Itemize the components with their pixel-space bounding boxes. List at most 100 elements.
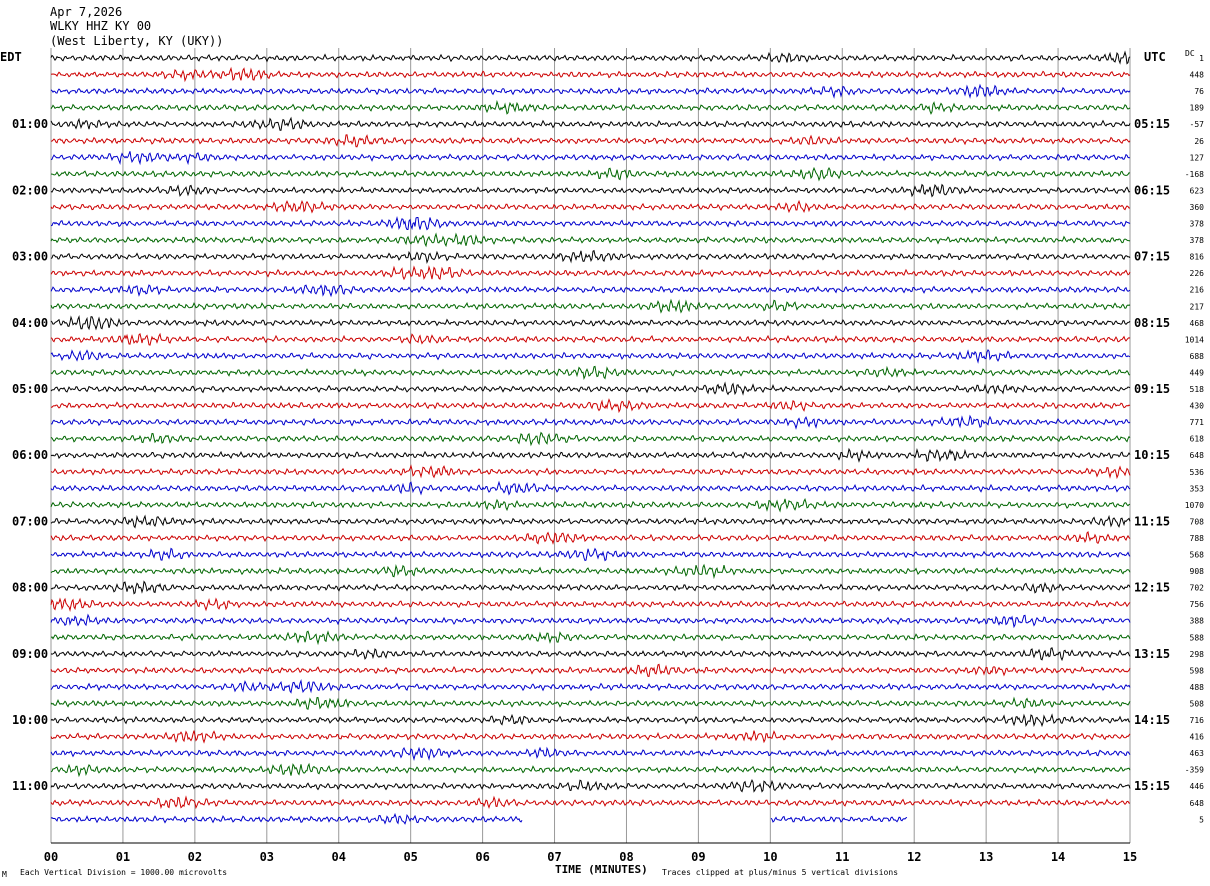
seismic-traces <box>50 50 1131 825</box>
dc-offset-label: 446 <box>1190 782 1205 791</box>
header-location: (West Liberty, KY (UKY)) <box>50 34 223 48</box>
trace-row-1 <box>50 66 1131 83</box>
left-hour-label: 07:00 <box>12 514 48 528</box>
dc-offset-label: 76 <box>1194 87 1204 96</box>
dc-offset-label: 217 <box>1190 302 1205 311</box>
dc-offset-label: 756 <box>1190 600 1205 609</box>
trace-row-18 <box>50 348 1131 364</box>
dc-offset-label: 771 <box>1190 418 1205 427</box>
trace-row-39 <box>50 696 1131 710</box>
dc-offset-label: 26 <box>1194 137 1204 146</box>
dc-offset-label: 448 <box>1190 71 1205 80</box>
dc-label: DC <box>1185 49 1195 58</box>
trace-row-6 <box>50 151 1130 166</box>
clip-note: Traces clipped at plus/minus 5 vertical … <box>662 868 898 877</box>
trace-row-40 <box>50 713 1131 728</box>
trace-row-22 <box>51 414 1131 430</box>
x-tick-label: 09 <box>691 850 705 864</box>
dc-offset-label: 598 <box>1190 666 1205 675</box>
x-tick-label: 12 <box>907 850 921 864</box>
right-hour-label: 15:15 <box>1134 779 1170 793</box>
left-hour-label: 04:00 <box>12 316 48 330</box>
trace-row-28 <box>50 514 1131 529</box>
dc-offset-label: 708 <box>1190 517 1205 526</box>
trace-row-4 <box>50 116 1131 131</box>
right-hour-label: 09:15 <box>1134 382 1170 396</box>
dc-offset-label: 360 <box>1190 203 1205 212</box>
trace-row-8 <box>50 183 1131 198</box>
trace-row-30 <box>50 547 1131 562</box>
trace-row-2 <box>50 83 1131 99</box>
corner-mark: M <box>2 870 7 879</box>
x-tick-label: 02 <box>188 850 202 864</box>
trace-row-7 <box>50 166 1131 182</box>
left-hour-label: 01:00 <box>12 117 48 131</box>
dc-offset-label: 568 <box>1190 551 1205 560</box>
x-tick-label: 08 <box>619 850 633 864</box>
dc-offset-label: 702 <box>1190 584 1205 593</box>
left-hour-label: 02:00 <box>12 183 48 197</box>
dc-offset-label: 588 <box>1190 633 1205 642</box>
trace-row-35 <box>50 630 1131 646</box>
trace-row-44 <box>50 779 1131 793</box>
dc-offset-labels: 1 448 76 189 -57 26 127 -168 623 360 378 378 816 226 2… <box>1185 54 1204 824</box>
trace-row-12 <box>50 249 1131 264</box>
dc-offset-label: 416 <box>1190 733 1205 742</box>
right-hour-label: 08:15 <box>1134 316 1170 330</box>
right-hour-label: 12:15 <box>1134 581 1170 595</box>
dc-offset-label: -359 <box>1185 766 1204 775</box>
x-tick-label: 10 <box>763 850 777 864</box>
right-hour-labels: 05:15 06:15 07:15 08:15 09:15 10:15 11:15 12:15… <box>1134 117 1170 793</box>
dc-offset-label: 488 <box>1190 683 1205 692</box>
left-hour-label: 08:00 <box>12 581 48 595</box>
header-station: WLKY HHZ KY 00 <box>50 19 151 33</box>
dc-offset-label: 127 <box>1190 153 1205 162</box>
x-tick-label: 01 <box>116 850 130 864</box>
dc-offset-label: 430 <box>1190 402 1205 411</box>
trace-row-26 <box>50 480 1131 496</box>
dc-offset-label: 788 <box>1190 534 1205 543</box>
left-hour-label: 06:00 <box>12 448 48 462</box>
right-hour-label: 10:15 <box>1134 448 1170 462</box>
right-hour-label: 05:15 <box>1134 117 1170 131</box>
trace-row-19 <box>50 365 1131 381</box>
x-tick-label: 00 <box>44 850 58 864</box>
right-hour-label: 06:15 <box>1134 183 1170 197</box>
dc-offset-label: 353 <box>1190 484 1205 493</box>
left-timezone-label: EDT <box>0 50 22 64</box>
dc-offset-label: 618 <box>1190 435 1205 444</box>
trace-row-36 <box>50 647 1131 662</box>
dc-offset-label: 536 <box>1190 468 1205 477</box>
trace-row-41 <box>50 730 1131 744</box>
minute-gridlines <box>50 48 1131 844</box>
left-hour-label: 11:00 <box>12 779 48 793</box>
dc-offset-label: -57 <box>1190 120 1205 129</box>
left-hour-label: 09:00 <box>12 647 48 661</box>
right-timezone-label: UTC <box>1144 50 1166 64</box>
dc-offset-label: 623 <box>1190 186 1205 195</box>
trace-row-10 <box>50 216 1131 231</box>
right-hour-label: 13:15 <box>1134 647 1170 661</box>
dc-offset-label: 468 <box>1190 319 1205 328</box>
trace-row-11 <box>50 232 1131 248</box>
trace-row-0 <box>50 50 1131 65</box>
dc-offset-label: 449 <box>1190 368 1205 377</box>
x-tick-label: 11 <box>835 850 849 864</box>
dc-offset-label: 816 <box>1190 253 1205 262</box>
trace-row-9 <box>50 199 1130 214</box>
left-hour-label: 03:00 <box>12 250 48 264</box>
left-hour-label: 10:00 <box>12 713 48 727</box>
dc-offset-label: 1 <box>1199 54 1204 63</box>
dc-offset-label: 518 <box>1190 385 1205 394</box>
trace-row-25 <box>50 464 1131 480</box>
dc-offset-label: 226 <box>1190 269 1205 278</box>
dc-offset-label: 5 <box>1199 815 1204 824</box>
right-hour-label: 14:15 <box>1134 713 1170 727</box>
trace-row-15 <box>50 298 1131 314</box>
trace-row-45 <box>50 795 1131 810</box>
x-tick-label: 14 <box>1051 850 1065 864</box>
left-hour-label: 05:00 <box>12 382 48 396</box>
dc-offset-label: 388 <box>1190 617 1205 626</box>
trace-row-27 <box>50 498 1131 513</box>
x-tick-label: 13 <box>979 850 993 864</box>
